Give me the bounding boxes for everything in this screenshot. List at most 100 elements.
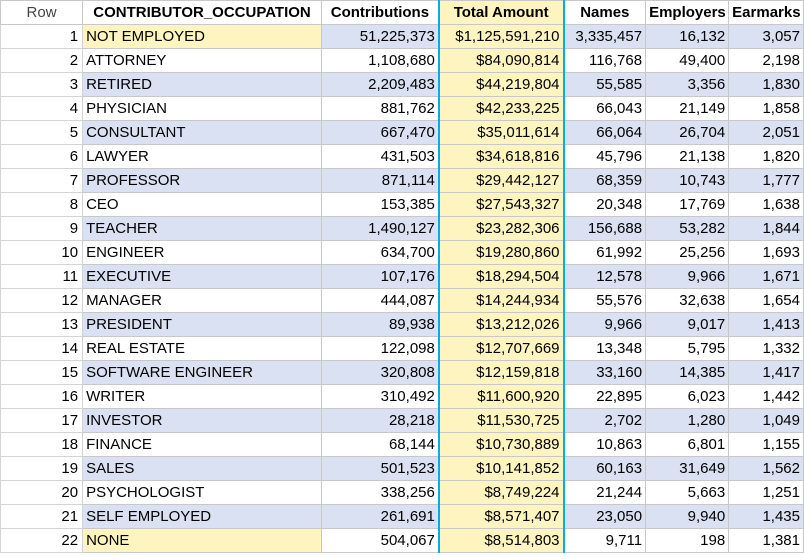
row-number-cell[interactable]: 16 — [0, 384, 84, 409]
occupation-cell[interactable]: SALES — [82, 456, 322, 481]
contributions-cell[interactable]: 1,490,127 — [320, 216, 440, 241]
total-amount-cell[interactable]: $13,212,026 — [437, 312, 565, 337]
employers-cell[interactable]: 10,743 — [645, 168, 730, 193]
names-cell[interactable]: 45,796 — [563, 144, 647, 169]
employers-cell[interactable]: 25,256 — [645, 240, 730, 265]
employers-cell[interactable]: 9,966 — [645, 264, 730, 289]
occupation-cell[interactable]: MANAGER — [82, 288, 322, 313]
earmarks-cell[interactable]: 1,844 — [728, 216, 804, 241]
names-cell[interactable]: 20,348 — [563, 192, 647, 217]
earmarks-cell[interactable]: 1,671 — [728, 264, 804, 289]
header-employers[interactable]: Employers — [645, 0, 730, 25]
row-number-cell[interactable]: 6 — [0, 144, 84, 169]
earmarks-cell[interactable]: 1,435 — [728, 504, 804, 529]
names-cell[interactable]: 61,992 — [563, 240, 647, 265]
occupation-cell[interactable]: SELF EMPLOYED — [82, 504, 322, 529]
total-amount-cell[interactable]: $11,600,920 — [437, 384, 565, 409]
header-names[interactable]: Names — [563, 0, 647, 25]
earmarks-cell[interactable]: 3,057 — [728, 24, 804, 49]
names-cell[interactable]: 10,863 — [563, 432, 647, 457]
employers-cell[interactable]: 17,769 — [645, 192, 730, 217]
names-cell[interactable]: 55,576 — [563, 288, 647, 313]
row-number-cell[interactable]: 15 — [0, 360, 84, 385]
earmarks-cell[interactable]: 1,332 — [728, 336, 804, 361]
earmarks-cell[interactable]: 2,198 — [728, 48, 804, 73]
names-cell[interactable]: 68,359 — [563, 168, 647, 193]
total-amount-cell[interactable]: $42,233,225 — [437, 96, 565, 121]
names-cell[interactable]: 3,335,457 — [563, 24, 647, 49]
total-amount-cell[interactable]: $23,282,306 — [437, 216, 565, 241]
names-cell[interactable]: 22,895 — [563, 384, 647, 409]
contributions-cell[interactable]: 504,067 — [320, 528, 440, 553]
row-number-cell[interactable]: 14 — [0, 336, 84, 361]
employers-cell[interactable]: 6,801 — [645, 432, 730, 457]
earmarks-cell[interactable]: 2,051 — [728, 120, 804, 145]
employers-cell[interactable]: 21,138 — [645, 144, 730, 169]
row-number-cell[interactable]: 19 — [0, 456, 84, 481]
names-cell[interactable]: 66,043 — [563, 96, 647, 121]
total-amount-cell[interactable]: $8,514,803 — [437, 528, 565, 553]
total-amount-cell[interactable]: $27,543,327 — [437, 192, 565, 217]
header-earmarks[interactable]: Earmarks — [728, 0, 804, 25]
names-cell[interactable]: 60,163 — [563, 456, 647, 481]
earmarks-cell[interactable]: 1,830 — [728, 72, 804, 97]
contributions-cell[interactable]: 667,470 — [320, 120, 440, 145]
earmarks-cell[interactable]: 1,777 — [728, 168, 804, 193]
earmarks-cell[interactable]: 1,693 — [728, 240, 804, 265]
occupation-cell[interactable]: REAL ESTATE — [82, 336, 322, 361]
earmarks-cell[interactable]: 1,654 — [728, 288, 804, 313]
contributions-cell[interactable]: 107,176 — [320, 264, 440, 289]
row-number-cell[interactable]: 18 — [0, 432, 84, 457]
total-amount-cell[interactable]: $8,571,407 — [437, 504, 565, 529]
employers-cell[interactable]: 32,638 — [645, 288, 730, 313]
row-number-cell[interactable]: 17 — [0, 408, 84, 433]
employers-cell[interactable]: 1,280 — [645, 408, 730, 433]
employers-cell[interactable]: 16,132 — [645, 24, 730, 49]
occupation-cell[interactable]: RETIRED — [82, 72, 322, 97]
total-amount-cell[interactable]: $1,125,591,210 — [437, 24, 565, 49]
row-number-cell[interactable]: 4 — [0, 96, 84, 121]
total-amount-cell[interactable]: $11,530,725 — [437, 408, 565, 433]
occupation-cell[interactable]: PRESIDENT — [82, 312, 322, 337]
total-amount-cell[interactable]: $18,294,504 — [437, 264, 565, 289]
header-occupation[interactable]: CONTRIBUTOR_OCCUPATION — [82, 0, 322, 25]
contributions-cell[interactable]: 261,691 — [320, 504, 440, 529]
occupation-cell[interactable]: NOT EMPLOYED — [82, 24, 322, 49]
contributions-cell[interactable]: 431,503 — [320, 144, 440, 169]
employers-cell[interactable]: 9,017 — [645, 312, 730, 337]
names-cell[interactable]: 9,966 — [563, 312, 647, 337]
employers-cell[interactable]: 198 — [645, 528, 730, 553]
total-amount-cell[interactable]: $84,090,814 — [437, 48, 565, 73]
total-amount-cell[interactable]: $19,280,860 — [437, 240, 565, 265]
employers-cell[interactable]: 5,663 — [645, 480, 730, 505]
occupation-cell[interactable]: INVESTOR — [82, 408, 322, 433]
row-number-cell[interactable]: 8 — [0, 192, 84, 217]
row-number-cell[interactable]: 5 — [0, 120, 84, 145]
total-amount-cell[interactable]: $12,707,669 — [437, 336, 565, 361]
occupation-cell[interactable]: TEACHER — [82, 216, 322, 241]
occupation-cell[interactable]: PHYSICIAN — [82, 96, 322, 121]
names-cell[interactable]: 33,160 — [563, 360, 647, 385]
occupation-cell[interactable]: NONE — [82, 528, 322, 553]
contributions-cell[interactable]: 122,098 — [320, 336, 440, 361]
employers-cell[interactable]: 14,385 — [645, 360, 730, 385]
contributions-cell[interactable]: 1,108,680 — [320, 48, 440, 73]
earmarks-cell[interactable]: 1,442 — [728, 384, 804, 409]
contributions-cell[interactable]: 68,144 — [320, 432, 440, 457]
total-amount-cell[interactable]: $12,159,818 — [437, 360, 565, 385]
row-number-cell[interactable]: 21 — [0, 504, 84, 529]
contributions-cell[interactable]: 634,700 — [320, 240, 440, 265]
earmarks-cell[interactable]: 1,413 — [728, 312, 804, 337]
row-number-cell[interactable]: 2 — [0, 48, 84, 73]
names-cell[interactable]: 55,585 — [563, 72, 647, 97]
names-cell[interactable]: 116,768 — [563, 48, 647, 73]
employers-cell[interactable]: 49,400 — [645, 48, 730, 73]
names-cell[interactable]: 21,244 — [563, 480, 647, 505]
header-total-amount[interactable]: Total Amount — [437, 0, 565, 25]
total-amount-cell[interactable]: $34,618,816 — [437, 144, 565, 169]
earmarks-cell[interactable]: 1,858 — [728, 96, 804, 121]
employers-cell[interactable]: 5,795 — [645, 336, 730, 361]
employers-cell[interactable]: 6,023 — [645, 384, 730, 409]
contributions-cell[interactable]: 881,762 — [320, 96, 440, 121]
row-number-cell[interactable]: 9 — [0, 216, 84, 241]
